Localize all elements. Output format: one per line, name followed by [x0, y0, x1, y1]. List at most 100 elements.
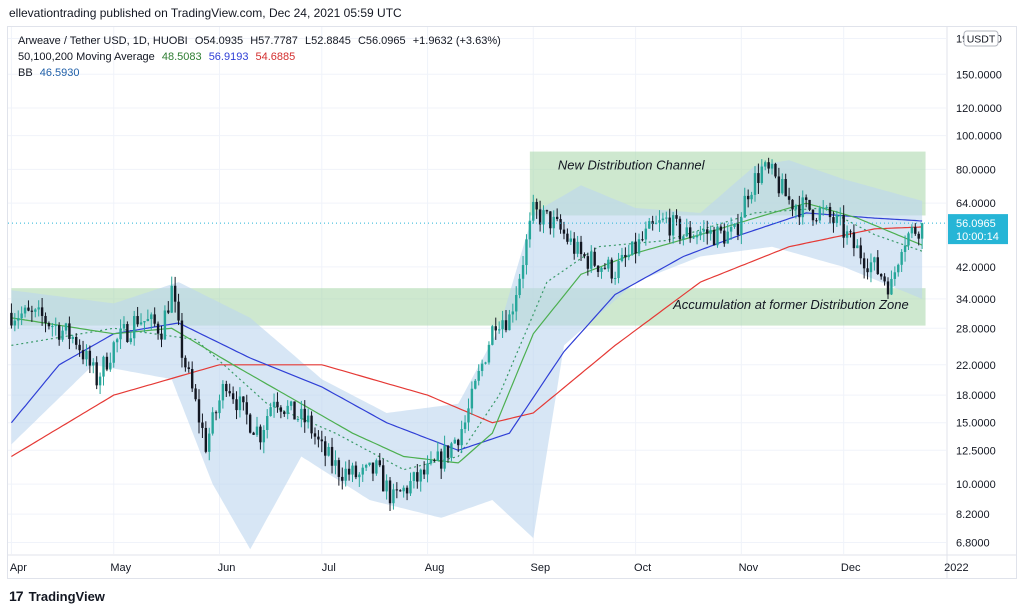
candle-body [634, 241, 637, 254]
legend-ma-row[interactable]: 50,100,200 Moving Average 48.5083 56.919… [18, 49, 501, 65]
candle-body [344, 468, 347, 481]
candle-body [804, 197, 808, 200]
candle-body [300, 408, 303, 419]
candle-body [98, 376, 102, 386]
candle-body [139, 322, 143, 325]
candle-body [866, 268, 869, 273]
candle-body [392, 489, 395, 504]
candle-body [20, 313, 23, 319]
candle-body [515, 295, 518, 312]
candle-body [235, 399, 238, 411]
candle-body [204, 427, 208, 452]
candle-body [242, 396, 245, 403]
candle-body [624, 254, 627, 258]
candle-body [303, 408, 306, 423]
candle-body [504, 320, 508, 331]
candle-body [859, 245, 862, 259]
candle-body [252, 432, 255, 435]
candle-body [133, 316, 136, 339]
candle-body [477, 370, 480, 381]
candle-body [712, 229, 716, 246]
low-label: L [304, 35, 312, 47]
candle-body [187, 367, 190, 370]
candle-body [283, 411, 286, 415]
candle-body [702, 229, 706, 232]
candle-body [439, 451, 443, 469]
candle-body [651, 221, 654, 224]
candle-body [856, 245, 859, 249]
price-tick-label: 15.0000 [956, 418, 996, 430]
candle-body [259, 426, 262, 443]
candle-body [177, 301, 180, 321]
candle-body [740, 217, 743, 235]
candle-body [709, 229, 712, 234]
candle-body [798, 205, 801, 218]
candle-body [211, 412, 214, 434]
candle-body [576, 241, 579, 254]
candle-body [10, 312, 13, 326]
candle-body [774, 163, 777, 177]
ma50-value: 48.5083 [161, 51, 202, 63]
candle-body [351, 465, 354, 475]
candle-body [777, 176, 781, 194]
candle-body [122, 324, 126, 329]
candle-body [457, 439, 460, 446]
candle-body [665, 217, 668, 219]
candle-body [637, 239, 641, 254]
candle-body [736, 223, 740, 235]
candle-body [474, 380, 477, 389]
candle-body [51, 326, 54, 328]
candle-body [586, 256, 590, 269]
candle-body [422, 469, 426, 475]
candle-body [559, 219, 562, 230]
candle-body [248, 414, 252, 433]
candle-body [552, 216, 555, 229]
candle-body [368, 462, 371, 466]
candle-body [794, 205, 798, 210]
candle-body [862, 258, 866, 269]
candle-body [579, 241, 583, 255]
chart-frame [7, 26, 1017, 579]
open-value: 54.0935 [203, 35, 244, 47]
candle-body [324, 441, 327, 456]
symbol-title[interactable]: Arweave / Tether USD, 1D, HUOBI [18, 35, 188, 47]
candle-body [266, 416, 269, 431]
candle-body [890, 278, 893, 295]
candle-body [102, 356, 105, 377]
candle-body [497, 329, 501, 331]
candle-body [583, 254, 586, 257]
candle-body [337, 460, 341, 477]
candle-body [835, 215, 839, 224]
candle-body [167, 310, 170, 313]
time-tick-label: Dec [841, 562, 861, 574]
candle-body [849, 231, 852, 233]
candle-body [109, 362, 112, 370]
candle-body [276, 401, 279, 408]
candle-body [156, 323, 160, 334]
candle-body [825, 207, 828, 209]
candle-body [293, 401, 296, 420]
candle-body [757, 173, 760, 183]
candle-body [13, 320, 17, 326]
candle-body [815, 220, 818, 222]
candle-body [54, 325, 57, 327]
price-chart[interactable]: New Distribution Channel Accumulation at … [8, 27, 1016, 578]
candle-body [143, 321, 146, 323]
candle-body [289, 401, 293, 406]
candle-body [852, 232, 856, 249]
ma200-value: 54.6885 [255, 51, 296, 63]
currency-label: USDT [967, 34, 996, 46]
candle-body [88, 350, 92, 366]
candle-body [750, 194, 753, 200]
candle-body [675, 215, 678, 219]
ma100-value: 56.9193 [208, 51, 249, 63]
candle-body [450, 443, 453, 458]
candle-body [190, 369, 194, 389]
legend-bb-row[interactable]: BB 46.5930 [18, 65, 501, 81]
time-tick-label: Jul [322, 562, 336, 574]
candle-body [641, 239, 644, 241]
candle-body [105, 356, 109, 370]
tradingview-footer[interactable]: 17 TradingView [9, 588, 105, 604]
candle-body [306, 415, 310, 423]
candle-body [146, 319, 150, 322]
